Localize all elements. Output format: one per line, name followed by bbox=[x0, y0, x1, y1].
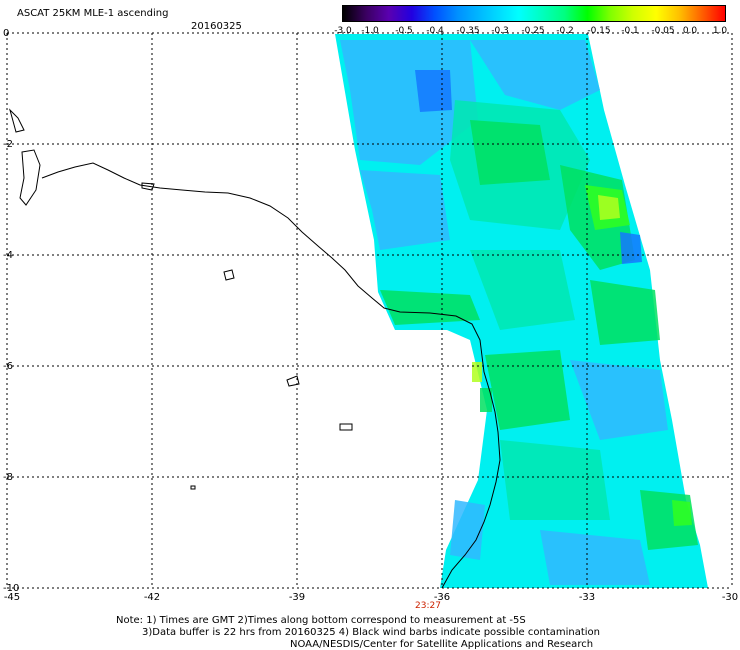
swath-value-patch bbox=[500, 440, 610, 520]
longitude-label: -33 bbox=[578, 592, 596, 603]
coastline bbox=[41, 162, 501, 589]
swath-value-patch bbox=[590, 280, 660, 345]
latitude-label: -8 bbox=[3, 472, 13, 483]
longitude-label: -39 bbox=[288, 592, 306, 603]
longitude-label: -45 bbox=[3, 592, 21, 603]
island-north bbox=[9, 108, 25, 133]
pass-time-label: 23:27 bbox=[415, 601, 441, 611]
colorbar bbox=[342, 5, 726, 22]
colorbar-tick-label: -0.1 bbox=[621, 26, 639, 36]
swath-value-patch bbox=[570, 360, 668, 440]
swath-value-patch bbox=[450, 500, 485, 560]
colorbar-tick-label: -1.0 bbox=[361, 26, 379, 36]
colorbar-tick-label: -0.5 bbox=[395, 26, 413, 36]
island-small-3 bbox=[339, 423, 353, 431]
island-atol bbox=[141, 182, 155, 191]
product-title: ASCAT 25KM MLE-1 ascending bbox=[17, 8, 169, 19]
swath-value-patch bbox=[470, 120, 550, 185]
swath-value-patch bbox=[485, 350, 570, 430]
latitude-label: -4 bbox=[3, 250, 13, 261]
colorbar-tick-label: 0.0 bbox=[682, 26, 698, 36]
colorbar-tick-label: -3.0 bbox=[334, 26, 352, 36]
swath-value-patch bbox=[540, 530, 650, 585]
colorbar-tick-label: -0.4 bbox=[426, 26, 444, 36]
note-line-3: NOAA/NESDIS/Center for Satellite Applica… bbox=[290, 639, 594, 650]
colorbar-tick-label: -0.2 bbox=[556, 26, 574, 36]
swath-value-patch bbox=[470, 250, 575, 330]
colorbar-tick-label: -0.3 bbox=[491, 26, 509, 36]
island-small-4 bbox=[190, 485, 196, 490]
swath-value-patch bbox=[620, 232, 642, 264]
longitude-label: -36 bbox=[433, 592, 451, 603]
colorbar-tick-label: -0.05 bbox=[651, 26, 675, 36]
island-marajo bbox=[19, 149, 41, 206]
latitude-label: 0 bbox=[3, 28, 10, 39]
colorbar-tick-label: -0.25 bbox=[521, 26, 545, 36]
longitude-label: -30 bbox=[721, 592, 739, 603]
swath-value-patch bbox=[480, 388, 492, 412]
latitude-label: -2 bbox=[3, 139, 13, 150]
island-small-2 bbox=[286, 375, 300, 387]
swath-value-patch bbox=[472, 362, 482, 382]
colorbar-tick-label: 1.0 bbox=[712, 26, 728, 36]
note-line-1: Note: 1) Times are GMT 2)Times along bot… bbox=[116, 615, 526, 626]
swath-value-patch bbox=[415, 70, 452, 112]
swath-value-patch bbox=[598, 195, 620, 220]
latitude-label: -6 bbox=[3, 361, 13, 372]
island-small-1 bbox=[223, 269, 235, 281]
latitude-label: -10 bbox=[3, 583, 20, 594]
product-date: 20160325 bbox=[191, 21, 242, 32]
colorbar-tick-label: -0.15 bbox=[587, 26, 611, 36]
longitude-label: -42 bbox=[143, 592, 161, 603]
colorbar-tick-label: -0.35 bbox=[456, 26, 480, 36]
swath-value-patch bbox=[672, 500, 692, 526]
swath-value-patch bbox=[380, 290, 480, 325]
swath-value-patch bbox=[470, 40, 600, 110]
note-line-2: 3)Data buffer is 22 hrs from 20160325 4)… bbox=[142, 627, 600, 638]
swath-value-patch bbox=[360, 170, 450, 250]
